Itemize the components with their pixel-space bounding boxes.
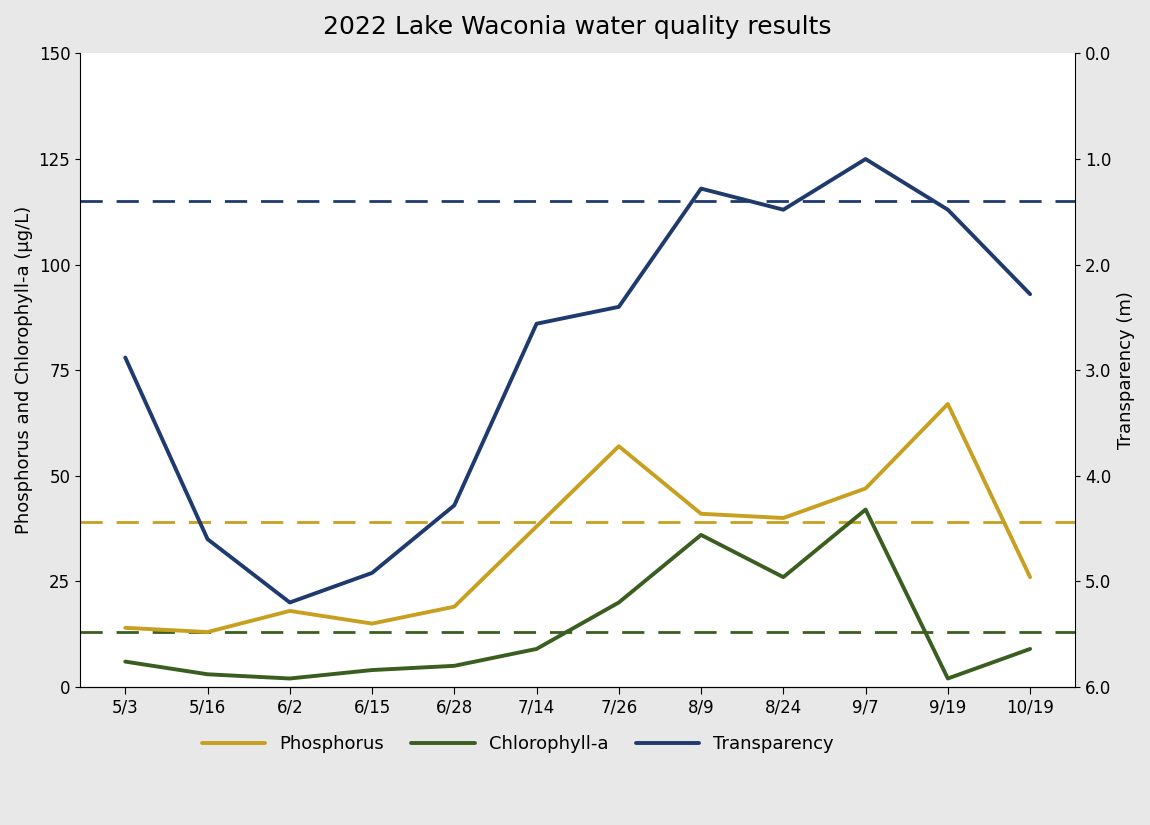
Transparency (530, 318, 544, 328)
Y-axis label: Transparency (m): Transparency (m) (1117, 291, 1135, 449)
Transparency (1024, 290, 1037, 299)
Phosphorus (283, 606, 297, 616)
Transparency (941, 205, 954, 214)
Chlorophyll-a (447, 661, 461, 671)
Transparency (447, 501, 461, 511)
Phosphorus (118, 623, 132, 633)
Transparency (283, 597, 297, 607)
Phosphorus (200, 627, 214, 637)
Chlorophyll-a (695, 530, 708, 540)
Chlorophyll-a (366, 665, 380, 675)
Chlorophyll-a (612, 597, 626, 607)
Phosphorus (776, 513, 790, 523)
Chlorophyll-a (200, 669, 214, 679)
Phosphorus (859, 483, 873, 493)
Phosphorus (612, 441, 626, 451)
Y-axis label: Phosphorus and Chlorophyll-a (μg/L): Phosphorus and Chlorophyll-a (μg/L) (15, 206, 33, 535)
Transparency (200, 534, 214, 544)
Line: Chlorophyll-a: Chlorophyll-a (125, 510, 1030, 678)
Transparency (366, 568, 380, 577)
Phosphorus (941, 399, 954, 409)
Chlorophyll-a (118, 657, 132, 667)
Line: Phosphorus: Phosphorus (125, 404, 1030, 632)
Phosphorus (366, 619, 380, 629)
Title: 2022 Lake Waconia water quality results: 2022 Lake Waconia water quality results (323, 15, 831, 39)
Chlorophyll-a (859, 505, 873, 515)
Legend: Phosphorus, Chlorophyll-a, Transparency: Phosphorus, Chlorophyll-a, Transparency (194, 728, 841, 761)
Chlorophyll-a (283, 673, 297, 683)
Transparency (776, 205, 790, 214)
Transparency (118, 352, 132, 362)
Chlorophyll-a (530, 644, 544, 654)
Chlorophyll-a (1024, 644, 1037, 654)
Phosphorus (530, 521, 544, 531)
Line: Transparency: Transparency (125, 159, 1030, 602)
Transparency (612, 302, 626, 312)
Transparency (859, 154, 873, 164)
Phosphorus (1024, 573, 1037, 582)
Phosphorus (447, 601, 461, 611)
Phosphorus (695, 509, 708, 519)
Chlorophyll-a (941, 673, 954, 683)
Chlorophyll-a (776, 573, 790, 582)
Transparency (695, 184, 708, 194)
